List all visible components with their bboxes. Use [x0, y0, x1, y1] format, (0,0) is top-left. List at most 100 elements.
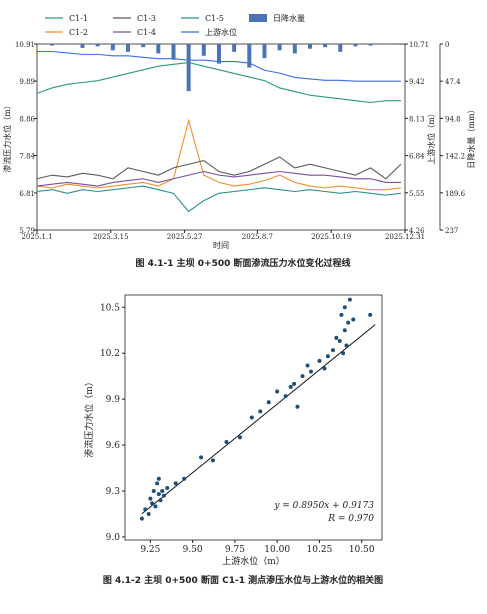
- point: [346, 320, 351, 325]
- y-tick-label: 9.0: [106, 533, 121, 543]
- y-tick-label: 10.5: [100, 303, 120, 313]
- x-tick-label: 9.25: [140, 545, 160, 555]
- y3-tick-label: 94.8: [445, 115, 461, 123]
- y3-axis-label: 日降水量（mm）: [466, 105, 476, 168]
- fit-r: R = 0.970: [327, 514, 374, 524]
- point: [330, 348, 335, 353]
- point: [249, 415, 254, 420]
- y2-tick-label: 10.71: [409, 41, 429, 49]
- y2-tick-label: 8.13: [409, 115, 425, 123]
- y2-axis-label: 上游水位（m）: [426, 109, 436, 165]
- series-line: [36, 156, 402, 180]
- y3-tick-label: 47.4: [445, 78, 461, 86]
- y-axis-label: 渗流压力水位（m）: [83, 377, 95, 458]
- y-tick-label: 8.86: [19, 115, 35, 123]
- series-line: [36, 185, 402, 213]
- point: [146, 511, 151, 516]
- y3-tick-label: 0: [445, 41, 449, 49]
- rain-bar: [141, 44, 146, 48]
- rain-bar: [201, 44, 206, 56]
- point: [322, 366, 327, 371]
- rain-bar: [307, 44, 312, 49]
- y3-tick-label: 189.6: [445, 190, 466, 198]
- point: [160, 489, 165, 493]
- rain-bar: [277, 44, 282, 51]
- fit-line: [141, 324, 376, 515]
- point: [199, 455, 204, 460]
- point: [317, 358, 322, 363]
- point: [288, 384, 293, 389]
- series-line: [36, 61, 401, 104]
- point: [368, 312, 373, 317]
- legend-label: C1-1: [69, 14, 88, 23]
- point: [266, 400, 271, 405]
- rain-bar: [353, 44, 358, 47]
- plot-frame: [124, 294, 383, 541]
- point: [283, 394, 288, 399]
- point: [165, 485, 170, 490]
- point: [210, 458, 215, 463]
- y3-tick-label: 142.2: [445, 153, 465, 161]
- series-line: [36, 118, 402, 191]
- rain-bar: [262, 44, 267, 59]
- rain-bar: [156, 44, 161, 54]
- x-axis-label: 时间: [213, 240, 229, 250]
- point: [150, 501, 155, 506]
- point: [139, 516, 144, 521]
- x-tick-label: 9.50: [183, 545, 203, 555]
- point: [156, 476, 161, 481]
- x-tick-label: 2025.8.7: [242, 233, 273, 241]
- x-tick-label: 2025.5.27: [167, 233, 203, 241]
- legend-label: C1-2: [69, 28, 88, 37]
- point: [237, 435, 242, 440]
- legend-label: C1-4: [137, 28, 156, 37]
- point: [153, 504, 158, 509]
- rain-bar: [80, 44, 85, 48]
- point: [341, 351, 346, 356]
- legend-swatch: [249, 14, 267, 22]
- caption: 图 4.1-2 主坝 0+500 断面 C1-1 测点渗压水位与上游水位的相关图: [103, 574, 383, 586]
- y2-tick-label: 5.55: [409, 190, 425, 198]
- point: [337, 338, 342, 343]
- point: [347, 297, 352, 302]
- y-tick-label: 10.91: [15, 41, 35, 49]
- point: [155, 481, 160, 486]
- y2-tick-label: 6.84: [409, 153, 425, 161]
- legend-label: 日降水量: [273, 13, 305, 23]
- legend-label: C1-5: [205, 14, 224, 23]
- point: [156, 492, 161, 497]
- rain-bar: [338, 44, 343, 52]
- point: [143, 507, 148, 512]
- point: [325, 354, 330, 359]
- x-tick-label: 2025.10.19: [311, 233, 351, 241]
- x-tick-label: 10.50: [349, 545, 375, 555]
- x-axis-label: 上游水位（m）: [222, 555, 285, 567]
- point: [344, 343, 349, 348]
- point: [300, 374, 305, 379]
- point: [182, 476, 187, 481]
- x-tick-label: 2025.1.1: [21, 233, 52, 241]
- rain-bar: [368, 44, 373, 46]
- y-tick-label: 10.2: [100, 349, 120, 359]
- x-tick-label: 2025.12.31: [385, 233, 425, 241]
- y-tick-label: 9.3: [106, 487, 121, 497]
- point: [295, 404, 300, 409]
- rain-bar: [232, 44, 237, 52]
- point: [305, 363, 310, 368]
- y3-tick-label: 237: [445, 227, 458, 235]
- rain-bar: [110, 44, 115, 51]
- y2-tick-label: 9.42: [409, 78, 425, 86]
- point: [173, 481, 178, 486]
- point: [151, 489, 156, 493]
- rain-bar: [323, 44, 328, 48]
- y-tick-label: 9.6: [106, 441, 121, 451]
- rain-bar: [292, 44, 297, 54]
- point: [334, 335, 339, 340]
- point: [339, 312, 344, 317]
- point: [342, 328, 347, 333]
- rain-bar: [398, 44, 403, 45]
- point: [275, 389, 280, 394]
- plot-frame: [36, 43, 406, 231]
- rain-bar: [50, 44, 55, 46]
